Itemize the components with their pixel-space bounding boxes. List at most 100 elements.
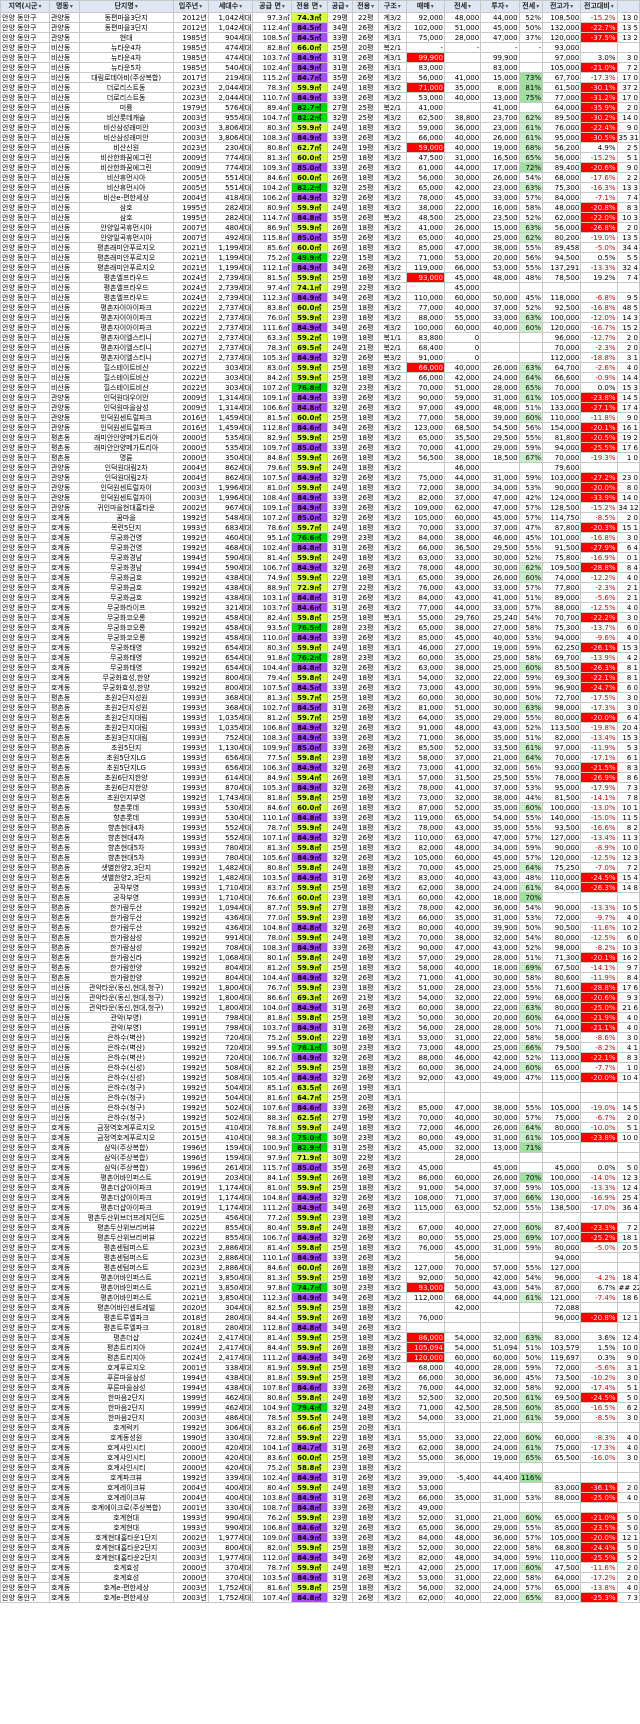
cell-supply-pyeong[interactable]: 32평 xyxy=(326,562,354,573)
cell-built-year[interactable]: 2024년 xyxy=(172,292,209,303)
cell-peak-change[interactable]: -10.2% xyxy=(580,1372,618,1383)
cell-jeonse-price[interactable]: 71,000 xyxy=(444,1192,482,1203)
cell-sale-price[interactable]: 77,000 xyxy=(405,302,446,313)
cell-structure[interactable]: 계3/2 xyxy=(378,1552,407,1563)
cell-jeonse-ratio[interactable]: 55% xyxy=(518,822,543,833)
cell-count-a[interactable] xyxy=(616,462,640,473)
cell-region[interactable]: 안양 동안구 xyxy=(0,1532,50,1543)
cell-structure[interactable]: 계3/2 xyxy=(378,692,407,703)
cell-supply-area[interactable]: 93.5㎡ xyxy=(252,622,292,633)
cell-structure[interactable]: 계3/2 xyxy=(378,1162,407,1173)
cell-structure[interactable]: 계3/2 xyxy=(378,862,407,873)
cell-sale-price[interactable]: 42,000 xyxy=(405,1562,446,1573)
cell-region[interactable]: 안양 동안구 xyxy=(0,1182,50,1193)
cell-units[interactable]: 3,850세대 xyxy=(207,1292,254,1303)
cell-dong[interactable]: 평촌동 xyxy=(48,862,80,873)
cell-exclusive-area[interactable]: 76.8㎡ xyxy=(290,382,328,393)
cell-dong[interactable]: 비산동 xyxy=(48,1112,80,1123)
cell-peak-price[interactable]: 118,000 xyxy=(541,292,582,303)
cell-dong[interactable]: 호계동 xyxy=(48,1542,80,1553)
cell-jeonse-price[interactable]: 60,000 xyxy=(444,322,482,333)
cell-exclusive-area[interactable]: 59.9㎡ xyxy=(290,372,328,383)
cell-supply-pyeong[interactable]: 25평 xyxy=(326,372,354,383)
cell-count-a[interactable]: 12 4 xyxy=(616,1332,640,1343)
cell-exclusive-pyeong[interactable]: 23평 xyxy=(352,532,379,543)
cell-investment[interactable]: 26,000 xyxy=(480,172,520,183)
cell-peak-price[interactable]: 96,900 xyxy=(541,682,582,693)
cell-supply-area[interactable]: 75.2㎡ xyxy=(252,1032,292,1043)
cell-investment[interactable]: 31,000 xyxy=(480,912,520,923)
cell-exclusive-area[interactable]: 84.9㎡ xyxy=(290,972,328,983)
cell-complex-name[interactable]: 인덕원대림2차 xyxy=(78,462,174,473)
cell-exclusive-pyeong[interactable]: 26평 xyxy=(352,232,379,243)
cell-structure[interactable]: 계3/2 xyxy=(378,562,407,573)
cell-units[interactable]: 780세대 xyxy=(207,842,254,853)
cell-region[interactable]: 안양 동안구 xyxy=(0,892,50,903)
cell-exclusive-area[interactable]: 84.9㎡ xyxy=(290,1352,328,1363)
cell-region[interactable]: 안양 동안구 xyxy=(0,162,50,173)
cell-supply-pyeong[interactable]: 24평 xyxy=(326,202,354,213)
cell-peak-change[interactable]: -15.2% xyxy=(580,502,618,513)
cell-built-year[interactable]: 2009년 xyxy=(172,162,209,173)
cell-peak-change[interactable]: -25.5% xyxy=(580,442,618,453)
cell-jeonse-price[interactable]: 35,000 xyxy=(444,912,482,923)
cell-structure[interactable]: 계3/2 xyxy=(378,1442,407,1453)
cell-sale-price[interactable]: 58,000 xyxy=(405,752,446,763)
cell-units[interactable]: 458세대 xyxy=(207,612,254,623)
cell-built-year[interactable]: 1993년 xyxy=(172,702,209,713)
cell-complex-name[interactable]: 공작부영 xyxy=(78,882,174,893)
cell-built-year[interactable]: 1992년 xyxy=(172,982,209,993)
cell-structure[interactable]: 계3/2 xyxy=(378,372,407,383)
cell-peak-change[interactable]: -12.2% xyxy=(580,572,618,583)
cell-region[interactable]: 안양 동안구 xyxy=(0,712,50,723)
filter-dropdown-icon[interactable]: ▾ xyxy=(345,3,349,10)
cell-count-a[interactable]: 16 2 xyxy=(616,952,640,963)
cell-peak-change[interactable]: -13.0% xyxy=(580,802,618,813)
cell-jeonse-price[interactable]: 60,000 xyxy=(444,852,482,863)
cell-structure[interactable]: 계3/1 xyxy=(378,1082,407,1093)
cell-dong[interactable]: 호계동 xyxy=(48,1182,80,1193)
cell-count-a[interactable]: 7 4 xyxy=(616,192,640,203)
cell-complex-name[interactable]: 평촌자이아이파크 xyxy=(78,302,174,313)
cell-peak-change[interactable]: -23.3% xyxy=(580,1222,618,1233)
cell-peak-change[interactable] xyxy=(580,42,618,53)
cell-sale-price[interactable]: 85,000 xyxy=(405,242,446,253)
cell-investment[interactable]: 26,000 xyxy=(480,1172,520,1183)
cell-exclusive-pyeong[interactable]: 18평 xyxy=(352,222,379,233)
cell-region[interactable]: 안양 동안구 xyxy=(0,542,50,553)
cell-exclusive-pyeong[interactable]: 18평 xyxy=(352,202,379,213)
cell-jeonse-ratio[interactable]: 55% xyxy=(518,1102,543,1113)
cell-dong[interactable]: 비산동 xyxy=(48,82,80,93)
cell-investment[interactable]: 29,000 xyxy=(480,442,520,453)
cell-complex-name[interactable]: 안양일곡휴먼시아 xyxy=(78,222,174,233)
cell-dong[interactable]: 평촌동 xyxy=(48,762,80,773)
cell-peak-price[interactable]: 140,000 xyxy=(541,812,582,823)
cell-investment[interactable]: 37,000 xyxy=(480,1192,520,1203)
cell-exclusive-area[interactable]: 60.0㎡ xyxy=(290,242,328,253)
cell-exclusive-pyeong[interactable]: 18평 xyxy=(352,752,379,763)
cell-supply-pyeong[interactable]: 24평 xyxy=(326,1222,354,1233)
cell-investment[interactable]: 28,000 xyxy=(480,1362,520,1373)
cell-units[interactable]: 159세대 xyxy=(207,1152,254,1163)
cell-supply-pyeong[interactable]: 24평 xyxy=(326,142,354,153)
cell-structure[interactable]: 계3/2 xyxy=(378,832,407,843)
cell-exclusive-area[interactable]: 84.6㎡ xyxy=(290,422,328,433)
cell-exclusive-pyeong[interactable]: 18평 xyxy=(352,612,379,623)
cell-supply-pyeong[interactable]: 25평 xyxy=(326,882,354,893)
cell-structure[interactable]: 복2/1 xyxy=(378,1562,407,1573)
cell-supply-pyeong[interactable]: 33평 xyxy=(326,1252,354,1263)
cell-structure[interactable]: 계3/1 xyxy=(378,62,407,73)
cell-units[interactable]: 508세대 xyxy=(207,1072,254,1083)
cell-sale-price[interactable]: 67,000 xyxy=(405,1222,446,1233)
cell-units[interactable]: 904세대 xyxy=(207,32,254,43)
cell-peak-price[interactable]: 72,088 xyxy=(541,1302,582,1313)
cell-units[interactable]: 862세대 xyxy=(207,462,254,473)
cell-supply-pyeong[interactable]: 32평 xyxy=(326,1522,354,1533)
cell-supply-pyeong[interactable]: 32평 xyxy=(326,192,354,203)
cell-sale-price[interactable]: 56,000 xyxy=(405,172,446,183)
cell-peak-change[interactable]: -13.8% xyxy=(580,1582,618,1593)
cell-structure[interactable]: 계3/2 xyxy=(378,492,407,503)
cell-units[interactable]: 798세대 xyxy=(207,1022,254,1033)
cell-complex-name[interactable]: 인덕원센트럴자이 xyxy=(78,492,174,503)
cell-units[interactable]: 2,737세대 xyxy=(207,312,254,323)
